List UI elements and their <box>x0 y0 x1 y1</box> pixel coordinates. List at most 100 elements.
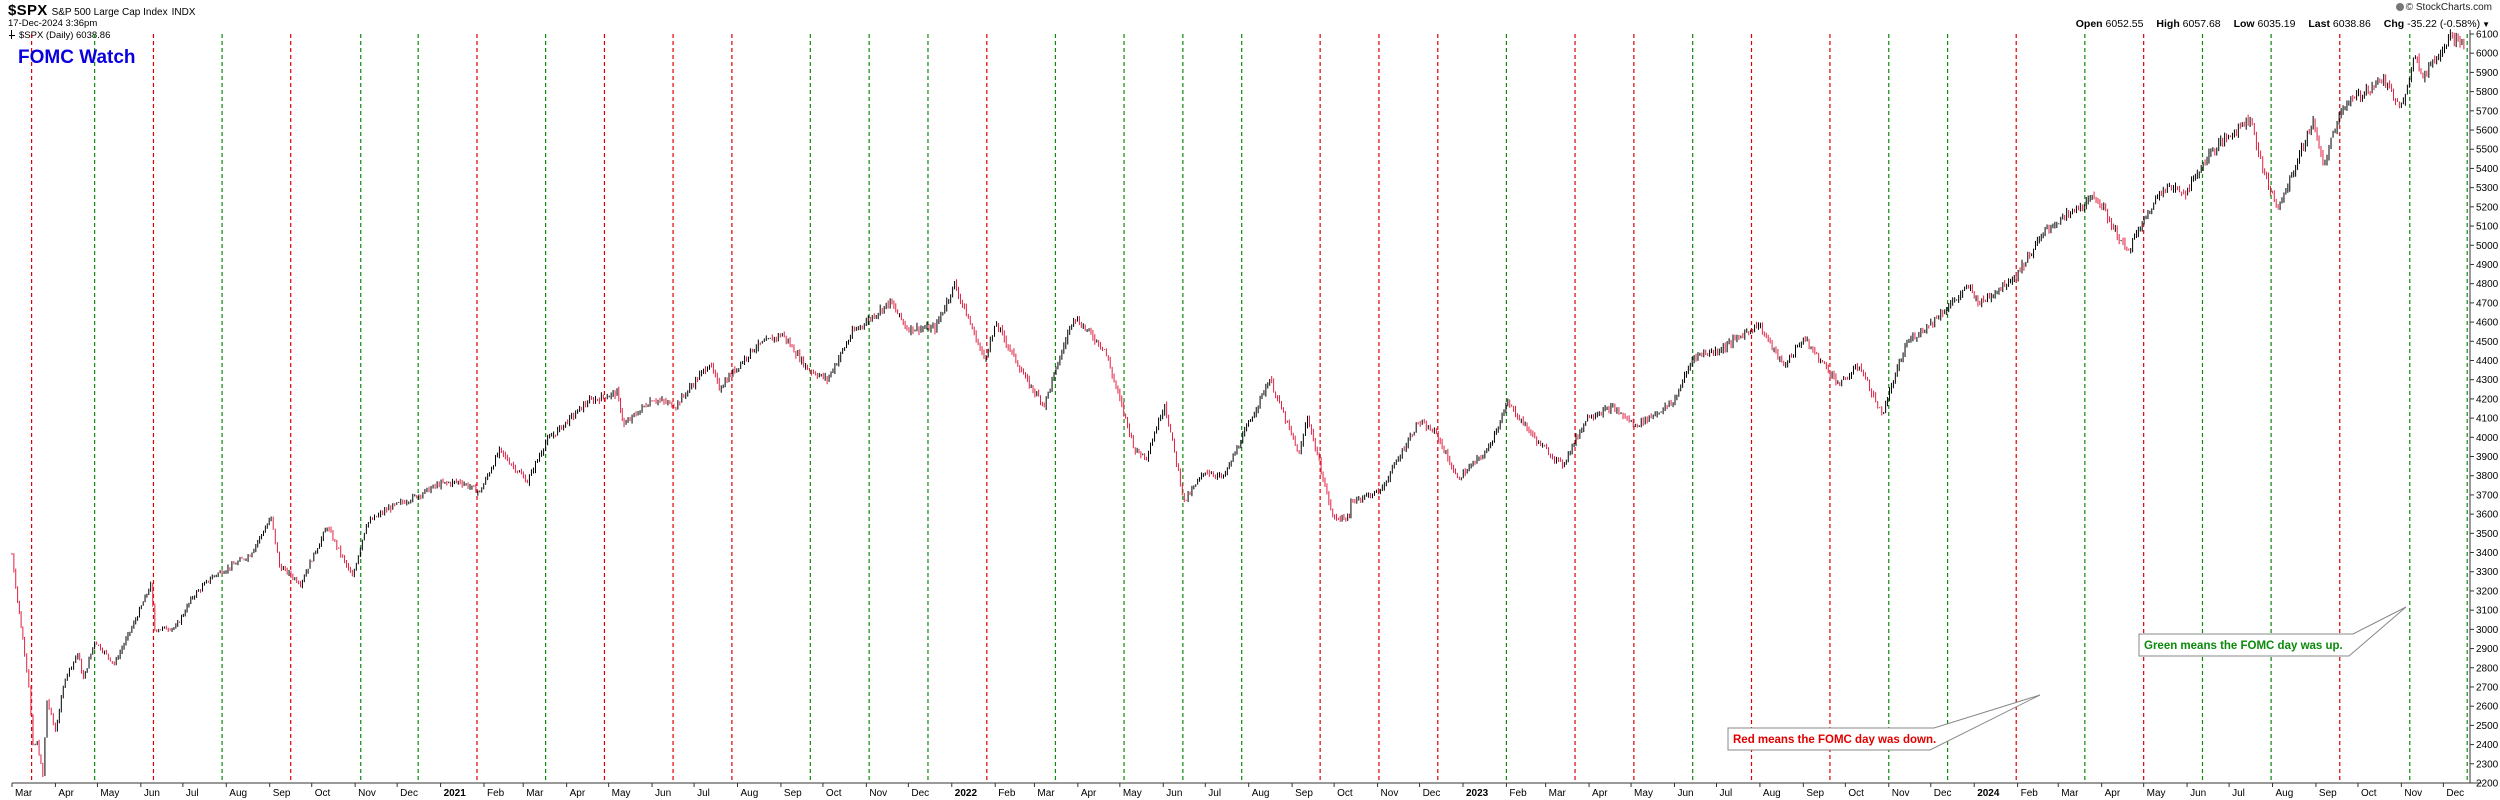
y-tick-label: 3000 <box>2476 625 2499 636</box>
high-label: High <box>2156 18 2180 30</box>
y-tick-label: 4000 <box>2476 433 2499 444</box>
annotation-box <box>2138 606 2407 657</box>
x-tick-label: May <box>1634 788 1653 799</box>
stockcharts-credit[interactable]: © StockCharts.com <box>2395 2 2492 13</box>
x-tick-label: Nov <box>869 788 887 799</box>
x-tick-label: Sep <box>1806 788 1824 799</box>
y-tick-label: 3200 <box>2476 586 2499 597</box>
y-tick-label: 4800 <box>2476 279 2499 290</box>
x-tick-label: Oct <box>1337 788 1353 799</box>
y-tick-label: 5400 <box>2476 164 2499 175</box>
x-tick-label: Mar <box>15 788 33 799</box>
last-value: 6038.86 <box>2332 18 2371 30</box>
down-caret-icon[interactable]: ▼ <box>2482 20 2490 29</box>
x-tick-label: Sep <box>784 788 802 799</box>
fomc-lines <box>31 34 2468 783</box>
x-tick-label: Aug <box>229 788 247 799</box>
y-tick-label: 3100 <box>2476 606 2499 617</box>
y-tick-label: 5600 <box>2476 126 2499 137</box>
chg-label: Chg <box>2383 18 2405 30</box>
low-label: Low <box>2233 18 2255 30</box>
y-tick-label: 3300 <box>2476 567 2499 578</box>
x-tick-label: Mar <box>1037 788 1055 799</box>
x-tick-label: Dec <box>2446 788 2464 799</box>
x-tick-label: Sep <box>2319 788 2337 799</box>
y-tick-label: 6000 <box>2476 49 2499 60</box>
x-tick-label: Apr <box>2105 788 2121 799</box>
x-tick-label: Oct <box>1848 788 1864 799</box>
x-tick-label: Nov <box>2404 788 2422 799</box>
x-tick-label: Jul <box>1208 788 1221 799</box>
y-tick-label: 3400 <box>2476 548 2499 559</box>
x-tick-label: Oct <box>315 788 331 799</box>
y-tick-label: 4400 <box>2476 356 2499 367</box>
annotation-callout: Green means the FOMC day was up. <box>2138 606 2407 657</box>
y-tick-label: 4200 <box>2476 394 2499 405</box>
y-tick-label: 3700 <box>2476 490 2499 501</box>
x-tick-label: Jun <box>1677 788 1693 799</box>
x-tick-label: Apr <box>58 788 74 799</box>
y-tick-label: 2800 <box>2476 663 2499 674</box>
x-tick-label: Jun <box>144 788 160 799</box>
y-tick-label: 5200 <box>2476 202 2499 213</box>
x-tick-label: May <box>100 788 119 799</box>
y-tick-label: 2300 <box>2476 759 2499 770</box>
last-label: Last <box>2308 18 2330 30</box>
x-tick-label: Feb <box>2021 788 2039 799</box>
x-tick-label: 2021 <box>444 788 467 799</box>
x-tick-label: Nov <box>358 788 376 799</box>
annotations: Red means the FOMC day was down. Green me… <box>1727 606 2407 751</box>
x-tick-label: Nov <box>1892 788 1910 799</box>
x-tick-label: Aug <box>1252 788 1270 799</box>
y-tick-label: 3600 <box>2476 510 2499 521</box>
x-tick-label: Feb <box>487 788 505 799</box>
y-tick-label: 5900 <box>2476 68 2499 79</box>
chart-datetime: 17-Dec-2024 3:36pm <box>8 18 98 29</box>
y-tick-label: 2600 <box>2476 702 2499 713</box>
y-tick-label: 2400 <box>2476 740 2499 751</box>
y-tick-label: 5100 <box>2476 222 2499 233</box>
y-tick-label: 5000 <box>2476 241 2499 252</box>
y-tick-label: 4300 <box>2476 375 2499 386</box>
chg-value: -35.22 (-0.58%) <box>2407 18 2481 30</box>
exchange-label: INDX <box>171 7 196 18</box>
y-tick-label: 6100 <box>2476 30 2499 41</box>
x-tick-label: 2024 <box>1977 788 2000 799</box>
y-tick-label: 5500 <box>2476 145 2499 156</box>
y-tick-label: 2900 <box>2476 644 2499 655</box>
x-tick-label: Feb <box>1509 788 1527 799</box>
y-tick-label: 3900 <box>2476 452 2499 463</box>
y-tick-label: 3500 <box>2476 529 2499 540</box>
y-tick-label: 3800 <box>2476 471 2499 482</box>
x-tick-label: Aug <box>1763 788 1781 799</box>
x-tick-label: Mar <box>526 788 544 799</box>
symbol-label: $SPX <box>8 2 48 19</box>
x-tick-label: Sep <box>273 788 291 799</box>
price-legend-label: $SPX (Daily) 6038.86 <box>19 30 111 41</box>
ohlc-bar-icon <box>8 30 16 39</box>
y-tick-label: 4700 <box>2476 298 2499 309</box>
x-tick-label: Apr <box>1081 788 1097 799</box>
x-tick-label: Jul <box>1719 788 1732 799</box>
x-tick-label: Feb <box>998 788 1016 799</box>
credit-label: © StockCharts.com <box>2405 2 2492 13</box>
chart-header: $SPX S&P 500 Large Cap Index INDX <box>8 2 195 20</box>
y-tick-label: 2500 <box>2476 721 2499 732</box>
y-tick-label: 4900 <box>2476 260 2499 271</box>
x-tick-label: Dec <box>1423 788 1441 799</box>
y-tick-label: 2200 <box>2476 779 2499 790</box>
x-tick-label: Oct <box>2361 788 2377 799</box>
y-tick-label: 4100 <box>2476 414 2499 425</box>
low-value: 6035.19 <box>2257 18 2296 30</box>
x-tick-label: Sep <box>1295 788 1313 799</box>
chart-axes: 2200 2300 2400 2500 2600 2700 2800 2900 3000 3100… <box>11 30 2499 799</box>
x-tick-label: Nov <box>1381 788 1399 799</box>
annotation-box <box>1727 694 2041 751</box>
annotation-text: Green means the FOMC day was up. <box>2144 640 2343 652</box>
y-tick-label: 4600 <box>2476 318 2499 329</box>
x-tick-label: May <box>1123 788 1142 799</box>
x-tick-label: Apr <box>1592 788 1608 799</box>
y-tick-label: 4500 <box>2476 337 2499 348</box>
y-tick-label: 2700 <box>2476 682 2499 693</box>
